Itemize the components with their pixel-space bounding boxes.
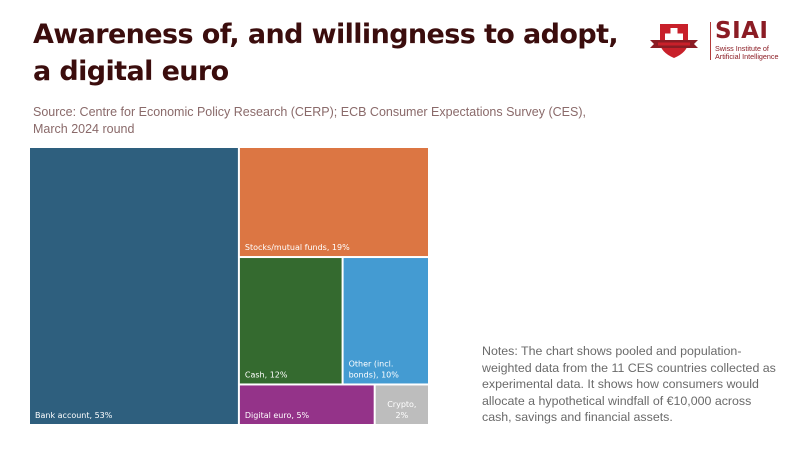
- treemap-label-stocks-mutual-funds: Stocks/mutual funds, 19%: [245, 243, 350, 252]
- chart-title: Awareness of, and willingness to adopt, …: [33, 19, 619, 87]
- logo-subtitle: Swiss Institute of Artificial Intelligen…: [715, 45, 800, 61]
- shield-icon: [650, 24, 698, 58]
- treemap-tile-bank-account: [30, 148, 238, 424]
- treemap-tile-digital-euro: [239, 385, 374, 424]
- logo-wordmark: SIAI: [715, 18, 769, 44]
- chart-notes: Notes: The chart shows pooled and popula…: [482, 344, 776, 424]
- chart-source: Source: Centre for Economic Policy Resea…: [33, 105, 586, 136]
- logo-divider: [710, 22, 711, 60]
- treemap-label-bank-account: Bank account, 53%: [35, 411, 113, 420]
- siai-logo: SIAI Swiss Institute of Artificial Intel…: [648, 18, 800, 62]
- logo-subtitle-line2: Artificial Intelligence: [715, 52, 779, 61]
- treemap-tile-cash: [239, 258, 342, 384]
- treemap-label-crypto: Crypto,: [387, 400, 416, 409]
- logo-subtitle-line1: Swiss Institute of: [715, 44, 769, 53]
- treemap-tile-crypto: [375, 385, 428, 424]
- treemap-label-digital-euro: Digital euro, 5%: [245, 411, 310, 420]
- treemap-label-crypto: 2%: [395, 411, 408, 420]
- treemap-tile-stocks-mutual-funds: [239, 148, 428, 257]
- treemap-label-other-incl-bonds: bonds), 10%: [349, 370, 400, 379]
- treemap-tile-other-incl-bonds: [343, 258, 428, 384]
- treemap-label-cash: Cash, 12%: [245, 370, 288, 379]
- treemap-label-other-incl-bonds: Other (incl.: [349, 359, 394, 368]
